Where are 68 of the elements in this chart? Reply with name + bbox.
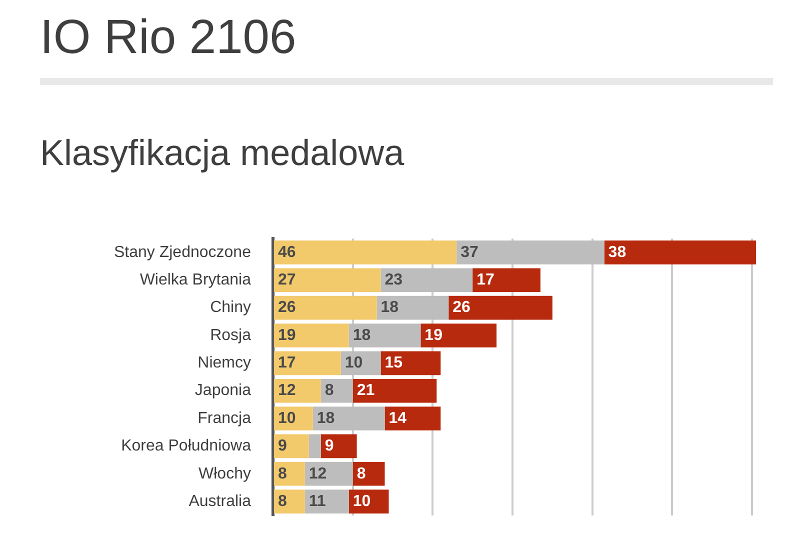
bar bbox=[274, 324, 349, 348]
bar bbox=[448, 296, 552, 320]
data-label: 9 bbox=[278, 438, 287, 455]
bar bbox=[380, 351, 441, 376]
bar bbox=[472, 268, 540, 292]
data-label: 19 bbox=[278, 326, 296, 344]
data-label: 8 bbox=[278, 492, 287, 510]
data-label: 26 bbox=[278, 299, 296, 316]
bar bbox=[320, 434, 357, 458]
data-label: 8 bbox=[356, 465, 366, 482]
y-tick-label: Niemcy bbox=[198, 354, 251, 372]
bar bbox=[376, 296, 449, 320]
bar bbox=[274, 490, 305, 514]
y-tick-label: Stany Zjednoczone bbox=[114, 244, 252, 261]
bar bbox=[308, 434, 321, 458]
data-label: 21 bbox=[356, 382, 375, 400]
bar bbox=[352, 462, 385, 486]
bar bbox=[274, 268, 381, 292]
bar bbox=[304, 462, 353, 486]
bar bbox=[380, 268, 473, 292]
bar bbox=[274, 434, 309, 458]
data-label: 38 bbox=[608, 244, 626, 261]
data-label: 9 bbox=[324, 438, 334, 455]
data-label: 18 bbox=[316, 410, 335, 427]
data-label: 18 bbox=[380, 299, 399, 316]
data-label: 17 bbox=[476, 272, 494, 289]
bar bbox=[384, 406, 441, 430]
data-label: 8 bbox=[324, 382, 334, 400]
data-label: 12 bbox=[308, 465, 327, 482]
data-label: 10 bbox=[344, 354, 363, 372]
y-tick-label: Chiny bbox=[210, 299, 251, 316]
chart-title: IO Rio 2106 bbox=[40, 10, 296, 65]
y-tick-label: Wielka Brytania bbox=[140, 272, 252, 289]
y-tick-label: Australia bbox=[188, 492, 252, 510]
bar bbox=[320, 378, 353, 403]
bar bbox=[274, 351, 341, 376]
data-label: 23 bbox=[384, 272, 403, 289]
bar bbox=[604, 240, 756, 264]
data-label: 15 bbox=[384, 354, 403, 372]
bar bbox=[304, 490, 349, 514]
bar bbox=[456, 240, 604, 264]
data-label: 10 bbox=[352, 492, 371, 510]
bar bbox=[352, 378, 437, 403]
bar bbox=[420, 324, 497, 348]
data-label: 17 bbox=[278, 354, 296, 372]
bar bbox=[312, 406, 385, 430]
y-tick-label: Francja bbox=[198, 410, 252, 427]
data-label: 37 bbox=[460, 244, 479, 261]
data-label: 8 bbox=[278, 465, 287, 482]
bar bbox=[348, 324, 421, 348]
data-label: 12 bbox=[278, 382, 296, 400]
data-label: 27 bbox=[278, 272, 296, 289]
y-tick-label: Włochy bbox=[198, 465, 251, 482]
data-label: 14 bbox=[388, 410, 407, 427]
y-tick-label: Rosja bbox=[210, 326, 252, 344]
data-label: 46 bbox=[278, 244, 296, 261]
data-label: 19 bbox=[424, 326, 443, 344]
bar bbox=[274, 462, 305, 486]
y-tick-label: Japonia bbox=[194, 382, 252, 400]
bar bbox=[274, 240, 457, 264]
chart-subtitle: Klasyfikacja medalowa bbox=[40, 132, 404, 174]
data-label: 26 bbox=[452, 299, 471, 316]
data-label: 10 bbox=[278, 410, 296, 427]
y-tick-label: Korea Południowa bbox=[121, 438, 252, 455]
bar bbox=[274, 378, 321, 403]
bar bbox=[274, 296, 377, 320]
data-label: 11 bbox=[308, 492, 326, 510]
data-label: 18 bbox=[352, 326, 371, 344]
